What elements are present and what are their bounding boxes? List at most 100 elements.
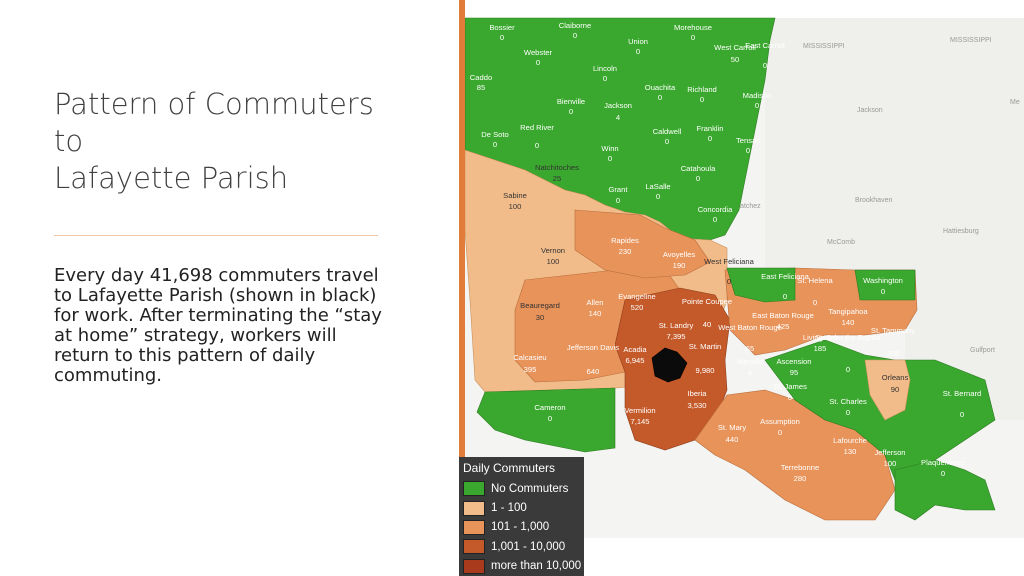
lafayette-parish — [651, 347, 688, 383]
parish-name: St. John the Baptist — [815, 333, 882, 342]
parish-value: 130 — [844, 447, 857, 456]
orleans-jefferson — [864, 359, 911, 421]
parish-value: 0 — [788, 393, 792, 402]
parish-name: Sabine — [503, 191, 527, 200]
parish-value: 0 — [727, 277, 731, 286]
parish-name: Madison — [743, 91, 772, 100]
parish-name: Grant — [609, 185, 629, 194]
accent-bar — [459, 0, 465, 576]
parish-name: Concordia — [698, 205, 733, 214]
parish-value: 0 — [708, 134, 712, 143]
parish-name: LaSalle — [645, 182, 670, 191]
parish-name: St. Bernard — [943, 389, 981, 398]
parish-name: Claiborne — [559, 21, 592, 30]
parish-value: 6,945 — [625, 356, 644, 365]
parish-value: 280 — [794, 474, 807, 483]
parish-value: 0 — [616, 196, 620, 205]
parish-name: Iberville — [737, 357, 763, 366]
parish-name: St. Mary — [718, 423, 746, 432]
parish-name: Vernon — [541, 246, 565, 255]
parish-value: 30 — [536, 313, 544, 322]
legend-swatch — [463, 519, 485, 535]
parish-value: 65 — [746, 344, 754, 353]
parish-name: West Carroll — [714, 43, 756, 52]
parish-value: 3,530 — [687, 401, 706, 410]
parish-name: Jefferson — [874, 448, 905, 457]
parish-value: 4 — [616, 113, 620, 122]
parish-name: Iberia — [688, 389, 708, 398]
parish-name: St. Tammany — [871, 326, 915, 335]
parish-name: St. Helena — [797, 276, 833, 285]
parish-value: 425 — [777, 322, 790, 331]
parish-name: Richland — [687, 85, 717, 94]
parish-value: 0 — [763, 61, 767, 70]
legend-label: No Commuters — [491, 482, 569, 495]
parish-name: Ascension — [776, 357, 811, 366]
state-label-mississippi-1: MISSISSIPPI — [803, 43, 845, 50]
parish-value: 0 — [746, 146, 750, 155]
parish-value: 100 — [509, 202, 522, 211]
legend-item-more-than-10000: more than 10,000 — [459, 557, 584, 576]
parish-value: 0 — [846, 408, 850, 417]
parish-value: 440 — [726, 435, 739, 444]
city-label-natchez: Natchez — [735, 203, 761, 210]
legend-label: 1 - 100 — [491, 502, 527, 515]
parish-value: 640 — [587, 367, 600, 376]
parish-name: Jefferson Davis — [567, 343, 619, 352]
parish-name: Jackson — [604, 101, 632, 110]
title-line-3: Lafayette Parish — [54, 161, 289, 195]
parish-value: 0 — [696, 174, 700, 183]
parish-name: Cameron — [534, 403, 565, 412]
parish-value: 0 — [665, 137, 669, 146]
parish-name: St. Martin — [689, 342, 722, 351]
slide-title: Pattern of Commuters to Lafayette Parish — [54, 86, 414, 197]
washington-parish — [854, 269, 916, 301]
parish-value: 40 — [703, 320, 711, 329]
parish-value: 9,980 — [695, 366, 714, 375]
title-line-2: to — [54, 124, 84, 158]
parish-value: 7,395 — [666, 332, 685, 341]
parish-value: 0 — [960, 410, 964, 419]
parish-name: Beauregard — [520, 301, 560, 310]
parish-value: 190 — [673, 261, 686, 270]
parish-name: Ouachita — [645, 83, 676, 92]
parish-name: East Baton Rouge — [752, 311, 814, 320]
parish-name: Caddo — [470, 73, 492, 82]
mississippi-area — [765, 18, 1024, 420]
parish-value: 4 — [748, 368, 752, 377]
parish-value: 140 — [589, 309, 602, 318]
parish-name: Caldwell — [653, 127, 682, 136]
parish-name: Orleans — [882, 373, 909, 382]
legend-title: Daily Commuters — [463, 461, 556, 475]
city-label-mccomb: McComb — [827, 239, 855, 246]
parish-value: 0 — [658, 93, 662, 102]
parish-name: Avoyelles — [663, 250, 696, 259]
parish-value: 0 — [941, 469, 945, 478]
city-label-jackson: Jackson — [857, 107, 883, 114]
legend-swatch — [463, 539, 485, 555]
parish-name: Vermilion — [624, 406, 655, 415]
parish-name: Lafourche — [833, 436, 867, 445]
parish-value: 7,145 — [630, 417, 649, 426]
parish-name: St. James — [773, 382, 807, 391]
city-label-me: Me — [1010, 99, 1020, 106]
city-label-brookhaven: Brookhaven — [855, 197, 892, 204]
parish-name: Rapides — [611, 236, 639, 245]
city-label-gulfport: Gulfport — [970, 347, 995, 354]
parish-value: 100 — [884, 459, 897, 468]
parish-value: 0 — [755, 101, 759, 110]
parish-name: East Feliciana — [761, 272, 809, 281]
parish-value: 0 — [569, 107, 573, 116]
parish-value: 0 — [493, 140, 497, 149]
legend-swatch — [463, 558, 485, 574]
parish-value: 0 — [813, 298, 817, 307]
parish-value: 85 — [477, 83, 485, 92]
parish-name: Washington — [863, 276, 903, 285]
parish-value: 0 — [700, 95, 704, 104]
legend-item-no-commuters: No Commuters — [459, 479, 584, 498]
title-line-1: Pattern of Commuters — [54, 87, 374, 121]
parish-value: 0 — [846, 365, 850, 374]
parish-value: 95 — [790, 368, 798, 377]
parish-name: Webster — [524, 48, 553, 57]
parish-value: 0 — [881, 287, 885, 296]
